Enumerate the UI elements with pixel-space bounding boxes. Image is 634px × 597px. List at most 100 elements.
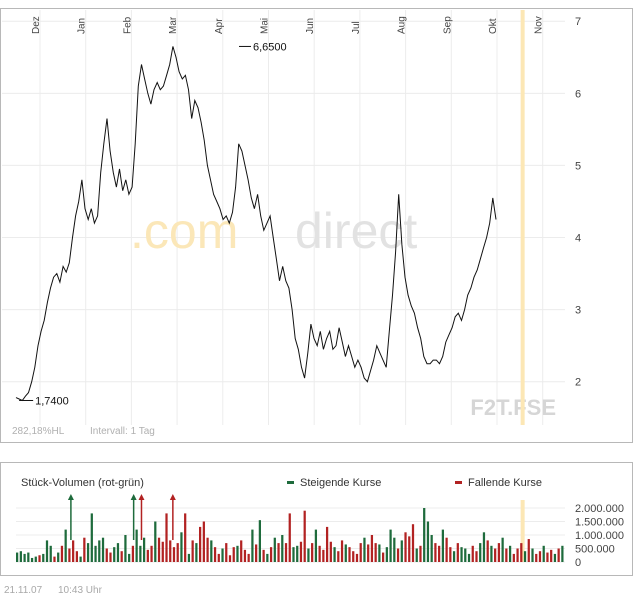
price-tick-label: 7 [575,16,581,28]
volume-bar [359,543,362,562]
legend-up-swatch [287,481,294,484]
symbol-label: F2T.FSE [470,395,556,420]
volume-bar [445,537,448,562]
volume-bar [23,553,26,562]
month-tick-label: Nov [534,16,545,34]
volume-bar [497,543,501,562]
volume-bar [561,545,564,562]
volume-bar [415,548,418,562]
volume-bar [187,553,191,562]
volume-bar [333,547,336,562]
volume-bar [382,552,385,562]
volume-bar [393,537,396,562]
volume-bar [396,548,400,562]
volume-bar [535,553,538,562]
volume-bar [105,548,108,562]
volume-bar [247,553,250,562]
volume-tick-label: 1.500.000 [575,517,624,529]
volume-bar [479,543,482,562]
volume-bar [184,513,187,562]
change-hl-label: 282,18%HL [12,426,65,437]
volume-bar [340,540,344,562]
overflow-arrow-head [138,494,145,500]
volume-bar [426,521,430,562]
volume-overflow-arrows [67,494,176,540]
volume-bar [195,543,198,562]
volume-bar [516,548,519,562]
volume-bar [449,547,452,562]
volume-bar [423,508,426,562]
volume-bar [508,545,512,562]
volume-bar [180,532,183,562]
price-panel: .com direct F2T.FSE 282,18%HL Intervall:… [0,8,633,443]
volume-bar [542,545,545,562]
volume-bar [262,549,265,562]
volume-bar [60,545,64,562]
volume-bar [72,540,75,562]
volume-bar [550,549,553,562]
volume-bar [16,552,19,562]
volume-tick-label: 2.000.000 [575,503,624,515]
volume-bar [131,545,135,562]
volume-bar [389,529,392,562]
volume-bar [45,540,49,562]
price-series-line [15,46,497,402]
volume-bar [124,535,127,562]
volume-bar [19,551,22,562]
volume-bar [408,536,411,562]
volume-bar [150,545,153,562]
volume-bar [232,547,235,562]
current-date-marker [520,10,525,425]
volume-bar [370,535,374,562]
volume-bar [307,548,310,562]
volume-bar [94,545,97,562]
volume-bar [68,548,71,562]
volume-bar [299,541,303,562]
volume-bar [176,543,179,562]
volume-bar [277,543,280,562]
volume-bar [460,547,463,562]
volume-bar [322,549,325,562]
volume-bar [64,529,67,562]
volume-bar [400,540,403,562]
volume-bar [464,548,467,562]
volume-bar [42,553,45,562]
watermark-text: direct [295,203,417,259]
volume-bar [98,540,101,562]
volume-bar [557,548,560,562]
volume-current-marker [520,500,525,562]
volume-bar [348,547,351,562]
volume-tick-label: 1.000.000 [575,530,624,542]
month-tick-label: Okt [488,18,499,34]
volume-bar [202,521,205,562]
volume-bar [325,526,329,562]
month-tick-label: Jul [351,21,362,34]
volume-bar [523,551,527,562]
volume-bar [38,555,41,562]
volume-bar [404,532,407,562]
volume-bar [79,556,82,562]
volume-bar [296,545,299,562]
overflow-arrow-head [67,494,74,500]
volume-bar [172,547,176,562]
volume-bar [490,545,493,562]
volume-bar [113,547,116,562]
volume-bar [142,537,146,562]
month-tick-label: Jan [77,18,88,34]
volume-bar [553,553,557,562]
volume-bar [27,552,30,562]
volume-bar [83,537,86,562]
volume-bar [146,549,149,562]
volume-bar [482,532,486,562]
volume-bar [109,552,112,562]
volume-bar [512,553,515,562]
volume-bar [430,535,433,562]
volume-bar [266,553,269,562]
volume-title: Stück-Volumen (rot-grün) [21,477,144,489]
volume-bar [49,545,52,562]
volume-bar [281,535,284,562]
volume-bar [273,537,276,562]
volume-bar [505,548,508,562]
volume-bar [236,545,239,562]
